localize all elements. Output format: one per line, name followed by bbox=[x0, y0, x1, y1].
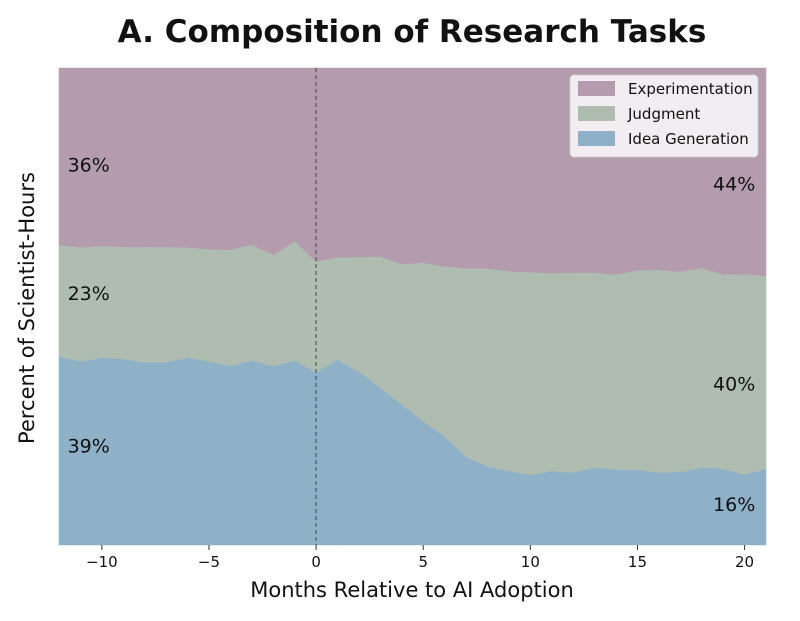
legend-swatch-idea-generation bbox=[578, 131, 615, 146]
x-tick-label: 0 bbox=[311, 553, 321, 571]
x-tick-label: 10 bbox=[521, 553, 540, 571]
x-tick-label: 15 bbox=[628, 553, 647, 571]
x-tick-label: −10 bbox=[86, 553, 118, 571]
x-axis-label: Months Relative to AI Adoption bbox=[250, 578, 574, 602]
y-axis-label: Percent of Scientist-Hours bbox=[15, 172, 39, 444]
percent-label: 40% bbox=[713, 374, 755, 396]
legend-swatch-judgment bbox=[578, 106, 615, 121]
percent-annotations: 36% 23% 39% 44% 40% 16% bbox=[68, 154, 756, 516]
percent-label: 16% bbox=[713, 494, 755, 516]
x-axis: −10 −5 0 5 10 15 20 bbox=[86, 545, 754, 571]
chart-title: A. Composition of Research Tasks bbox=[118, 14, 707, 50]
percent-label: 44% bbox=[713, 173, 755, 195]
percent-label: 23% bbox=[68, 283, 110, 305]
legend-box bbox=[569, 74, 759, 158]
legend-swatch-experimentation bbox=[578, 81, 615, 96]
legend-label: Idea Generation bbox=[628, 130, 749, 148]
legend-label: Judgment bbox=[627, 105, 700, 123]
x-tick-label: 20 bbox=[735, 553, 754, 571]
percent-label: 36% bbox=[68, 154, 110, 176]
percent-label: 39% bbox=[68, 436, 110, 458]
legend-label: Experimentation bbox=[628, 80, 753, 98]
x-tick-label: 5 bbox=[418, 553, 428, 571]
legend: Experimentation Judgment Idea Generation bbox=[569, 74, 759, 158]
x-tick-label: −5 bbox=[198, 553, 220, 571]
